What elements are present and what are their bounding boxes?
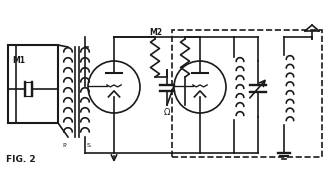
Text: Ω: Ω: [164, 108, 170, 117]
Text: P.: P.: [62, 143, 67, 148]
Text: M2: M2: [149, 28, 162, 37]
Text: M1: M1: [12, 56, 25, 65]
Bar: [172, 30, 322, 157]
Bar: [8, 45, 58, 123]
Bar: [25, 82, 32, 96]
Text: FIG. 2: FIG. 2: [6, 155, 36, 164]
Text: S.: S.: [87, 143, 93, 148]
